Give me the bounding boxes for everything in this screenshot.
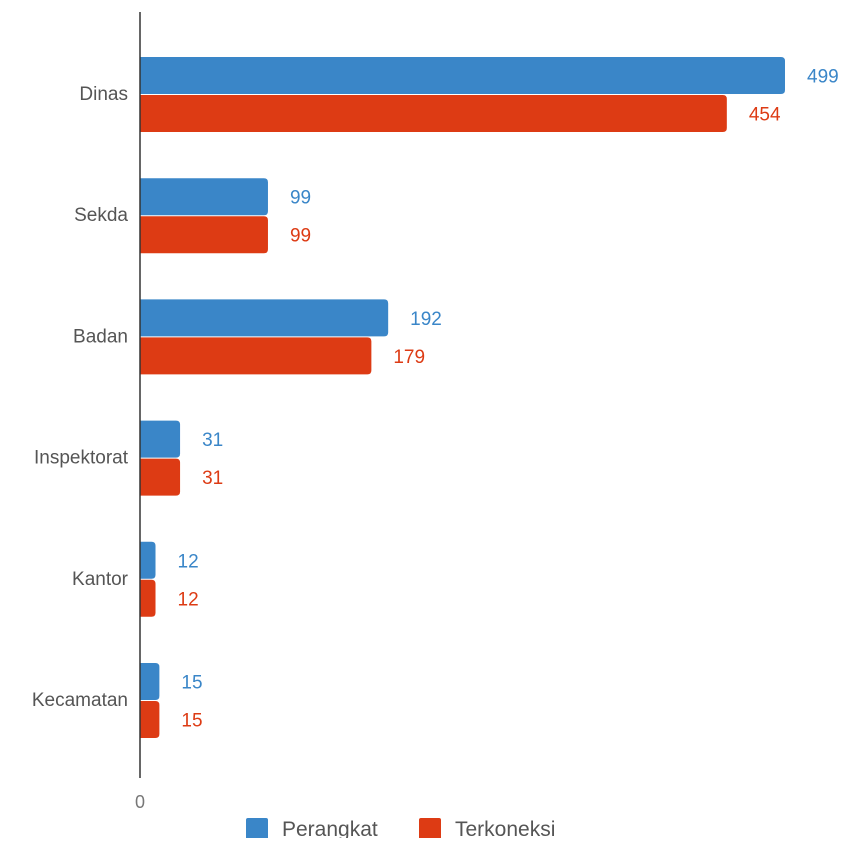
bar-perangkat-inspektorat [140,420,181,458]
bar-perangkat-badan [140,299,389,337]
category-label-kantor: Kantor [72,569,129,590]
legend-label-terkoneksi: Terkoneksi [455,818,555,838]
data-label-perangkat-dinas: 499 [807,67,839,88]
data-label-perangkat-inspektorat: 31 [202,430,223,451]
data-label-terkoneksi-sekda: 99 [290,226,311,247]
bar-perangkat-dinas [140,57,785,94]
bar-perangkat-kecamatan [140,663,160,700]
bar-perangkat-sekda [140,178,268,216]
x-tick-label-0: 0 [135,792,145,812]
data-label-terkoneksi-badan: 179 [393,347,425,368]
bar-perangkat-kantor [140,541,156,579]
bar-terkoneksi-sekda [140,216,268,254]
legend-swatch-terkoneksi [419,818,441,840]
data-label-perangkat-badan: 192 [410,309,442,330]
data-label-perangkat-sekda: 99 [290,188,311,209]
category-label-kecamatan: Kecamatan [32,690,128,711]
legend-swatch-perangkat [246,818,268,840]
data-label-terkoneksi-inspektorat: 31 [202,468,223,489]
labels-layer: Dinas 499 454 Sekda 99 99 Badan 192 179 Inspektor… [32,67,839,732]
data-label-terkoneksi-dinas: 454 [749,105,781,126]
bar-terkoneksi-kantor [140,579,156,617]
data-label-perangkat-kecamatan: 15 [181,673,202,694]
legend: Perangkat Terkoneksi [246,818,555,841]
bar-terkoneksi-dinas [140,95,727,132]
data-label-terkoneksi-kecamatan: 15 [181,711,202,732]
bar-terkoneksi-kecamatan [140,701,160,738]
category-label-dinas: Dinas [79,84,128,105]
bars-layer [140,57,785,738]
x-axis-ticks: 0 [135,792,145,812]
legend-label-perangkat: Perangkat [282,818,378,838]
category-label-inspektorat: Inspektorat [34,448,129,469]
data-label-terkoneksi-kantor: 12 [178,589,199,610]
bar-terkoneksi-badan [140,337,372,375]
category-label-badan: Badan [73,326,128,347]
bar-terkoneksi-inspektorat [140,458,181,496]
category-label-sekda: Sekda [74,205,128,226]
data-label-perangkat-kantor: 12 [178,551,199,572]
